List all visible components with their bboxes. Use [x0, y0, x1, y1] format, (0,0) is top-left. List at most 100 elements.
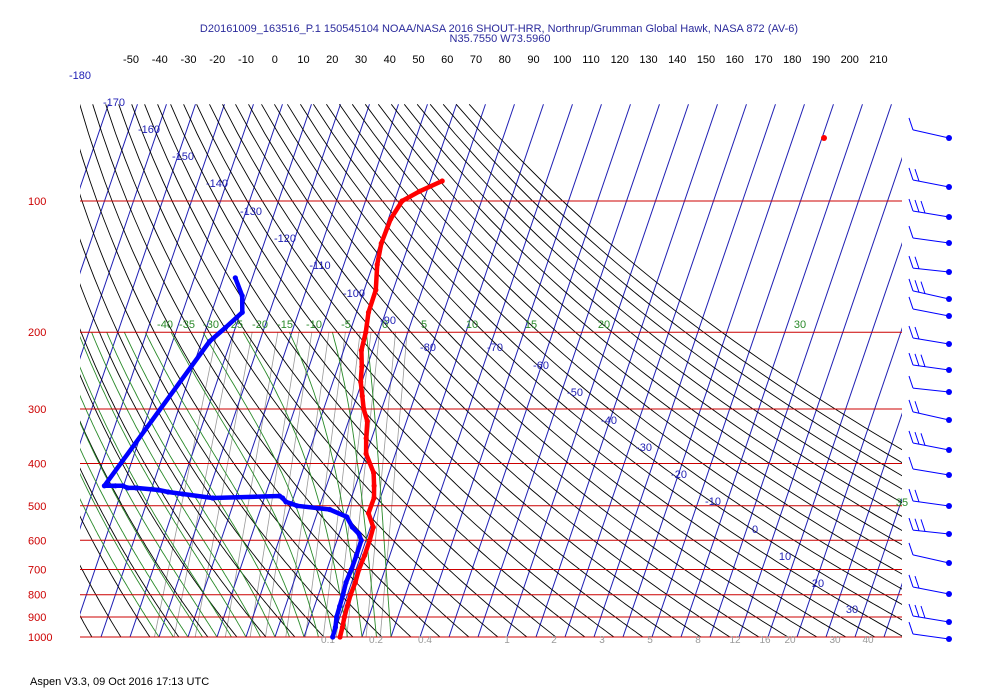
footer-version-text: Aspen V3.3, 09 Oct 2016 17:13 UTC [30, 676, 210, 688]
pressure-tick-label: 300 [28, 404, 46, 416]
temperature-point [365, 309, 372, 315]
moist-adiabat-value-label: 10 [466, 319, 478, 331]
dry-adiabat-line [80, 420, 209, 638]
dry-adiabat-line [455, 104, 902, 464]
wind-barb-flag [914, 280, 920, 293]
isotherm-line [0, 104, 79, 637]
wind-barb-flag [920, 354, 926, 367]
wind-barb-flag [908, 325, 914, 339]
mixing-ratio-lines [154, 332, 408, 638]
wind-barb-flag [914, 168, 920, 182]
dry-adiabat-line [131, 104, 528, 638]
isotherm-line [80, 104, 167, 360]
temperature-point [358, 347, 364, 353]
dewpoint-point [133, 485, 139, 491]
top-temperature-tick-label: 150 [697, 54, 715, 66]
wind-barb [908, 352, 952, 373]
isotherm-line [80, 104, 225, 530]
dry-adiabat-line [274, 104, 847, 638]
top-temperature-tick-label: -50 [123, 54, 139, 66]
wind-barb-shaft [912, 615, 950, 623]
dry-adiabat-line [80, 328, 267, 638]
dewpoint-point [289, 501, 295, 507]
pressure-tick-label: 400 [28, 458, 46, 470]
dry-adiabat-line [287, 104, 876, 638]
isotherm-line [448, 104, 631, 638]
top-temperature-tick-label: 180 [783, 54, 801, 66]
isotherm-value-label: -40 [601, 415, 617, 427]
top-temperature-tick-label: 200 [841, 54, 859, 66]
isotherm-value-label: -20 [671, 469, 687, 481]
temperature-point [371, 470, 377, 476]
dewpoint-point [353, 552, 359, 559]
isotherm-line [187, 104, 370, 638]
dewpoint-point [356, 531, 362, 537]
temperature-point [363, 451, 369, 457]
top-temperature-tick-label: 80 [499, 54, 511, 66]
mixing-ratio-line [154, 332, 218, 638]
dewpoint-point [223, 324, 229, 331]
dewpoint-point [239, 293, 245, 299]
isotherm-value-label: -150 [172, 151, 194, 163]
isotherm-value-label: 20 [812, 578, 824, 590]
wind-barb [908, 430, 952, 453]
top-temperature-tick-label: 60 [441, 54, 453, 66]
isotherm-value-label: -170 [103, 97, 125, 109]
moist-adiabat-value-label: -15 [277, 319, 293, 331]
dry-adiabat-line [0, 104, 63, 637]
isotherm-value-label: -140 [206, 178, 228, 190]
isotherm-value-label: -10 [705, 496, 721, 508]
temperature-point [439, 178, 445, 184]
isotherm-line [303, 104, 486, 638]
moist-adiabat-value-label: 30 [794, 319, 806, 331]
wind-barb [908, 255, 952, 275]
wind-barb [908, 198, 952, 220]
dewpoint-point [232, 275, 238, 281]
moist-adiabat-value-label: -40 [157, 319, 173, 331]
wind-barb-shaft [912, 468, 950, 476]
wind-barb [908, 621, 952, 642]
wind-barb-shaft [912, 387, 950, 393]
moist-adiabat-value-label: -5 [341, 319, 351, 331]
dry-adiabat-line [80, 148, 383, 638]
pressure-tick-label: 700 [28, 564, 46, 576]
pressure-tick-label: 100 [28, 196, 46, 208]
isotherm-value-label: -120 [274, 233, 296, 245]
dry-adiabat-line [0, 104, 5, 637]
dry-adiabat-line [403, 104, 902, 517]
wind-barb [908, 225, 952, 246]
isotherm-line [767, 242, 902, 638]
wind-barb-flag [908, 574, 914, 588]
wind-barb-shaft [912, 237, 950, 244]
wind-barb-flag [920, 281, 926, 294]
moist-adiabat-value-label: 20 [598, 319, 610, 331]
dry-adiabat-line [80, 374, 238, 638]
dewpoint-point [348, 566, 354, 573]
mixing-ratio-value-label: 20 [784, 635, 796, 646]
chart-title-line2: N35.7550 W73.5960 [449, 33, 551, 45]
isobar-lines [80, 200, 902, 638]
wind-barb [908, 375, 952, 395]
extra-red-marker [821, 135, 827, 141]
isotherm-line [738, 156, 902, 638]
dry-adiabat-line [442, 104, 902, 477]
wind-barb [908, 167, 952, 190]
mixing-ratio-line [194, 332, 253, 638]
temperature-point [362, 552, 368, 559]
wind-barb [908, 488, 952, 509]
wind-barb-shaft [912, 500, 950, 507]
moist-adiabat-value-label: -20 [252, 319, 268, 331]
top-temperature-tick-label: 40 [384, 54, 396, 66]
temperature-point [378, 240, 384, 246]
wind-barb [908, 278, 952, 302]
dewpoint-point [349, 524, 355, 530]
dewpoint-point [330, 634, 336, 640]
mixing-ratio-value-label: 5 [647, 635, 653, 646]
wind-barb [908, 517, 952, 537]
moist-adiabat-line [80, 472, 174, 638]
isotherm-value-label: 30 [846, 604, 858, 616]
top-temperature-tick-label: -40 [152, 54, 168, 66]
dry-adiabat-line [80, 104, 412, 638]
temperature-point [363, 329, 369, 335]
wind-barb-flag [914, 604, 920, 618]
